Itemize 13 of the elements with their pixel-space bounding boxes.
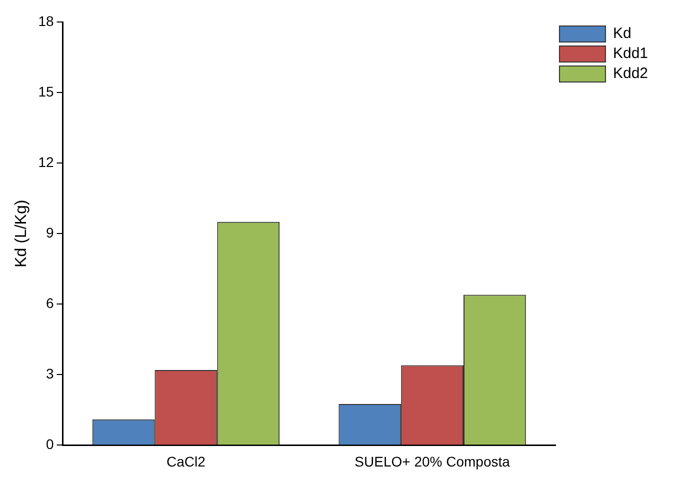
- y-tick-label: 3: [46, 366, 54, 382]
- legend-label: Kdd1: [612, 45, 648, 62]
- legend-label: Kd: [612, 25, 632, 42]
- y-tick-label: 9: [46, 224, 54, 240]
- y-tick-label: 0: [46, 436, 54, 452]
- y-axis-title: Kd (L/Kg): [13, 200, 30, 268]
- x-tick-label: SUELO+ 20% Composta: [354, 453, 510, 470]
- y-tick-label: 6: [46, 294, 54, 311]
- y-tick-label: 18: [38, 12, 54, 29]
- x-tick-label: CaCl2: [166, 453, 206, 470]
- y-tick-label: 12: [38, 154, 54, 170]
- legend-label: Kdd2: [612, 65, 648, 82]
- y-tick-label: 15: [38, 83, 54, 100]
